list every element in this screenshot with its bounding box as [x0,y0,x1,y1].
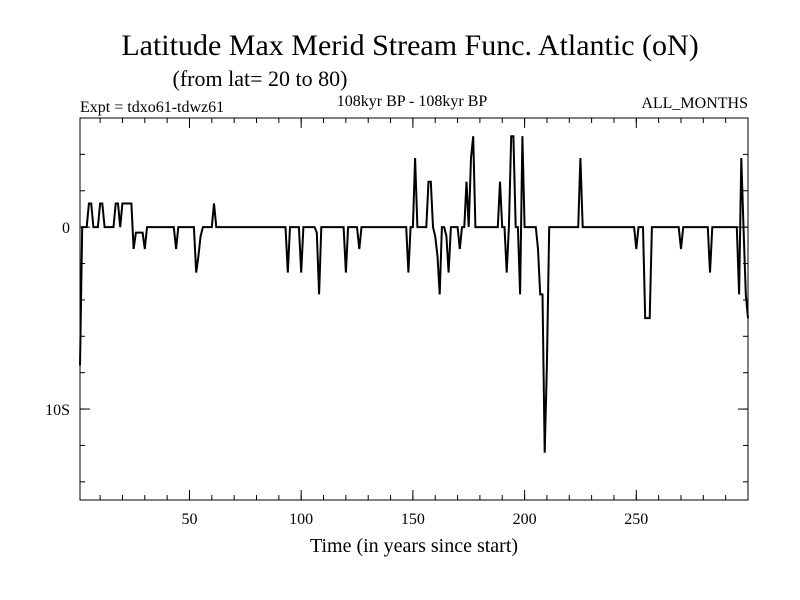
x-tick-label: 50 [181,511,197,528]
period-label: 108kyr BP - 108kyr BP [337,93,488,110]
y-tick-label: 0 [62,220,70,237]
chart-subtitle: (from lat= 20 to 80) [173,66,348,91]
chart-title: Latitude Max Merid Stream Func. Atlantic… [121,29,698,62]
experiment-label: Expt = tdxo61-tdwz61 [80,99,224,116]
x-tick-label: 250 [624,511,648,528]
y-tick-label: 10S [45,402,70,419]
series-line-stream-function [79,135,749,453]
x-axis-ticks: 50 100 150 200 250 [181,118,648,528]
x-tick-label: 100 [289,511,313,528]
x-axis-label: Time (in years since start) [310,535,518,557]
x-tick-label: 200 [513,511,537,528]
months-label: ALL_MONTHS [641,95,748,112]
x-tick-label: 150 [401,511,425,528]
